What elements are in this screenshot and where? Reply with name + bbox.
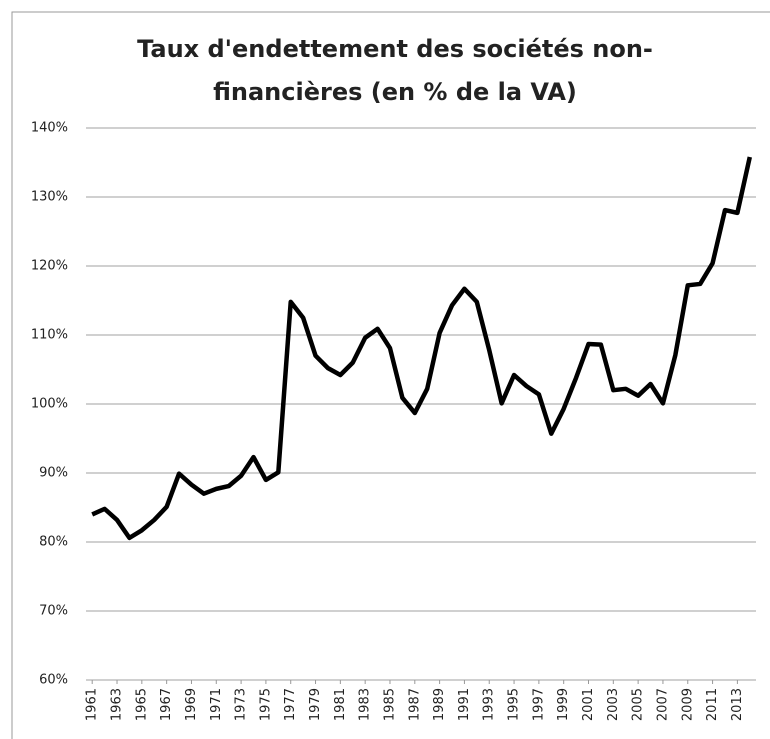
x-tick-label: 1985 [382,688,397,721]
x-tick-label: 1995 [507,688,522,721]
x-tick-label: 1963 [110,688,125,721]
y-tick-label: 90% [39,466,68,481]
x-tick-label: 1973 [234,688,249,721]
y-tick-label: 110% [31,328,68,343]
x-tick-label: 1971 [209,688,224,721]
x-tick-label: 1967 [159,688,174,721]
x-tick-label: 1993 [482,688,497,721]
x-tick-label: 2001 [581,688,596,721]
x-tick-label: 2005 [631,688,646,721]
y-tick-label: 120% [31,259,68,274]
x-tick-label: 1983 [358,688,373,721]
x-tick-label: 2009 [680,688,695,721]
data-line [91,156,752,541]
x-tick-label: 1977 [283,688,298,721]
x-tick-label: 2007 [655,688,670,721]
x-tick-label: 1997 [531,688,546,721]
y-tick-label: 130% [31,190,68,205]
x-tick-label: 2013 [730,688,745,721]
x-tick-label: 1991 [457,688,472,721]
x-tick-label: 1999 [556,688,571,721]
x-tick-label: 2011 [705,688,720,721]
chart-frame [11,11,770,739]
x-tick-label: 1969 [184,688,199,721]
x-tick-label: 1961 [85,688,100,721]
x-tick-label: 1979 [308,688,323,721]
chart-title: Taux d'endettement des sociétés non-fina… [137,35,653,106]
x-tick-label: 1989 [432,688,447,721]
x-tick-label: 1975 [258,688,273,721]
y-tick-label: 60% [39,673,68,688]
x-tick-label: 2003 [606,688,621,721]
y-tick-label: 100% [31,397,68,412]
x-tick-label: 1965 [134,688,149,721]
y-tick-label: 70% [39,604,68,619]
x-tick-label: 1987 [407,688,422,721]
y-tick-label: 80% [39,535,68,550]
y-tick-label: 140% [31,121,68,136]
x-tick-label: 1981 [333,688,348,721]
